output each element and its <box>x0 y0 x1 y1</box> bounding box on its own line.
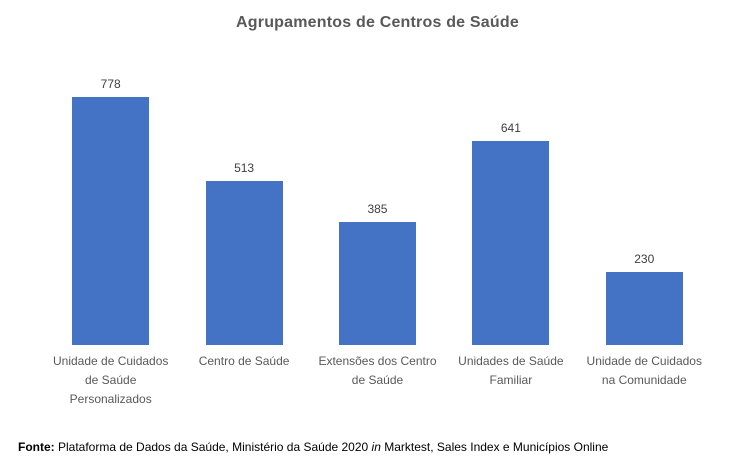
bar-value-label: 778 <box>100 77 121 91</box>
source-text-before: Plataforma de Dados da Saúde, Ministério… <box>54 440 372 454</box>
bar-value-label: 230 <box>634 252 655 266</box>
source-in-word: in <box>371 440 381 454</box>
bar <box>605 272 683 345</box>
plot-area: 778 513 385 641 230 <box>44 60 711 345</box>
bar <box>338 222 416 345</box>
category-label: Unidade de Cuidados na Comunidade <box>586 354 702 387</box>
bar <box>472 141 550 345</box>
bar <box>72 97 150 345</box>
category-label: Extensões dos Centro de Saúde <box>318 354 437 387</box>
category-label: Centro de Saúde <box>198 354 290 368</box>
bar-value-label: 385 <box>367 202 388 216</box>
bar-column: 513 <box>177 60 310 345</box>
bar-column: 385 <box>311 60 444 345</box>
bar-value-label: 513 <box>234 161 255 175</box>
bar-column: 230 <box>578 60 711 345</box>
category-axis: Unidade de Cuidados de Saúde Personaliza… <box>44 352 711 409</box>
bar <box>205 181 283 345</box>
source-text-after: Marktest, Sales Index e Municípios Onlin… <box>380 440 609 454</box>
source-label: Fonte: <box>18 440 55 454</box>
source-note: Fonte: Plataforma de Dados da Saúde, Min… <box>18 440 718 455</box>
category-label: Unidade de Cuidados de Saúde Personaliza… <box>52 354 169 406</box>
bar-column: 778 <box>44 60 177 345</box>
chart-title: Agrupamentos de Centros de Saúde <box>236 14 519 31</box>
bar-value-label: 641 <box>500 121 521 135</box>
category-label: Unidades de Saúde Familiar <box>458 354 564 387</box>
bar-column: 641 <box>444 60 577 345</box>
